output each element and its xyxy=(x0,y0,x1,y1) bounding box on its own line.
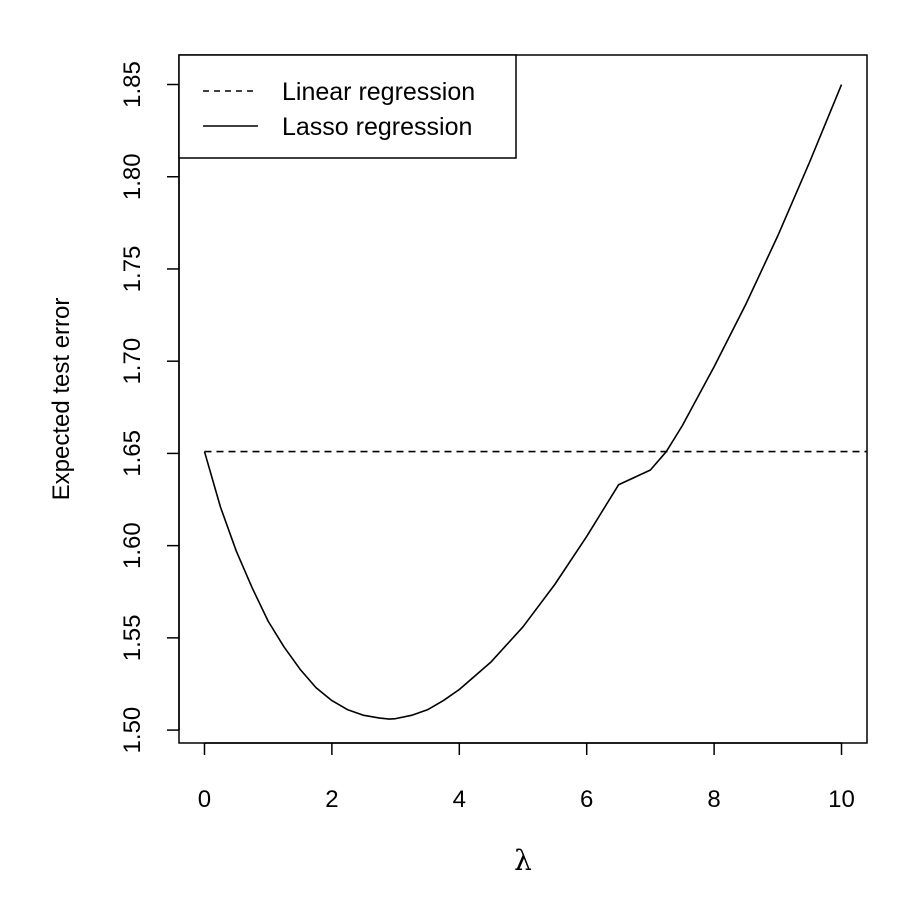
legend-box xyxy=(178,54,517,159)
y-tick-label: 1.70 xyxy=(119,338,146,385)
series-line-lasso xyxy=(203,84,843,720)
x-tick-label: 6 xyxy=(580,786,593,813)
y-tick-label: 1.80 xyxy=(119,153,146,200)
x-tick-label: 2 xyxy=(325,786,338,813)
x-axis-label: λ xyxy=(514,844,532,877)
y-axis: 1.50 1.55 1.60 1.65 1.70 1.75 1.80 1.85 xyxy=(119,61,180,754)
x-tick-label: 8 xyxy=(707,786,720,813)
x-axis: 0 2 4 6 8 10 xyxy=(198,742,855,813)
y-tick-label: 1.85 xyxy=(119,61,146,108)
y-tick-label: 1.60 xyxy=(119,522,146,569)
legend-label-lasso: Lasso regression xyxy=(282,113,472,141)
x-tick-label: 4 xyxy=(453,786,466,813)
y-tick-label: 1.50 xyxy=(119,707,146,754)
legend-label-linear: Linear regression xyxy=(282,78,475,106)
y-axis-label: Expected test error xyxy=(48,298,75,501)
series-layer xyxy=(203,84,867,720)
y-tick-label: 1.65 xyxy=(119,430,146,477)
x-tick-label: 0 xyxy=(198,786,211,813)
y-tick-label: 1.75 xyxy=(119,246,146,293)
y-tick-label: 1.55 xyxy=(119,615,146,662)
legend: Linear regression Lasso regression xyxy=(178,54,517,159)
x-tick-label: 10 xyxy=(828,786,855,813)
